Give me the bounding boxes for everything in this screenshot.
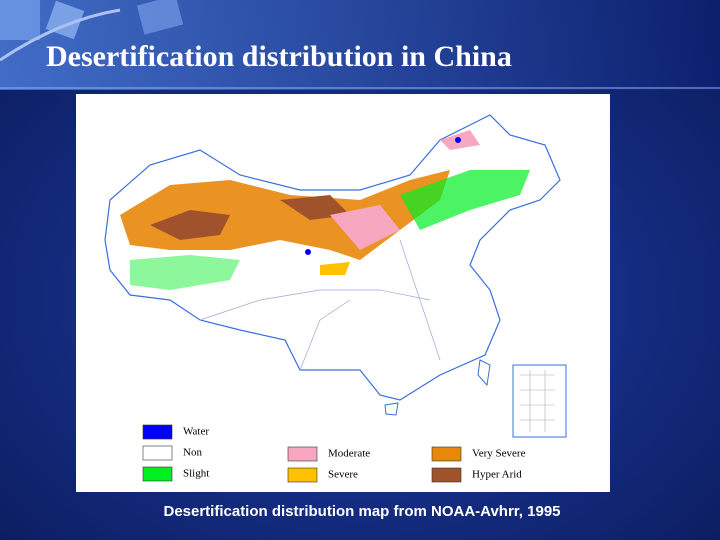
map <box>104 114 567 438</box>
legend-swatch <box>287 446 318 462</box>
header-decoration <box>0 0 184 62</box>
legend-label: Non <box>183 447 202 459</box>
legend-label: Severe <box>328 469 358 481</box>
legend-swatch <box>142 424 173 440</box>
legend: Water Non Slight Moderate Severe Very Severe H… <box>142 424 526 483</box>
legend-label: Water <box>183 426 209 438</box>
legend-swatch <box>142 445 173 461</box>
legend-swatch <box>431 467 462 483</box>
legend-swatch <box>431 446 462 462</box>
legend-swatch <box>287 467 318 483</box>
header-band <box>0 0 720 90</box>
legend-label: Very Severe <box>472 448 526 460</box>
legend-label: Moderate <box>328 448 370 460</box>
legend-label: Slight <box>183 468 209 480</box>
legend-swatch <box>142 466 173 482</box>
caption: Desertification distribution map from NO… <box>163 503 560 520</box>
legend-label: Hyper Arid <box>472 469 522 481</box>
slide-title: Desertification distribution in China <box>46 40 512 73</box>
